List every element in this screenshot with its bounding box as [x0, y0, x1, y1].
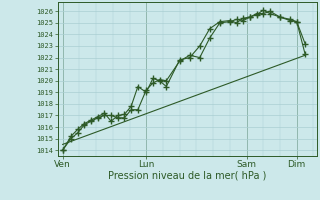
X-axis label: Pression niveau de la mer( hPa ): Pression niveau de la mer( hPa )	[108, 171, 266, 181]
